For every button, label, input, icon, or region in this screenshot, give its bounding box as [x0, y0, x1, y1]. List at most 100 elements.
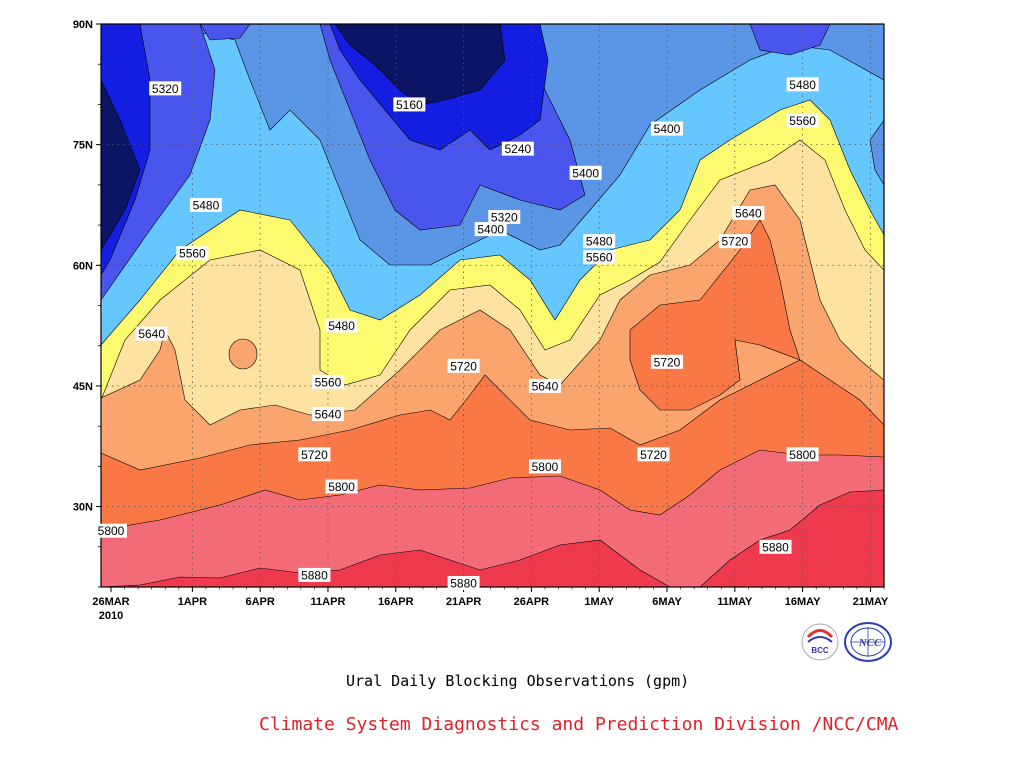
- chart-subtitle: Climate System Diagnostics and Predictio…: [259, 714, 899, 735]
- y-tick-label: 30N: [73, 502, 93, 514]
- closed-contour-5640-small: [228, 338, 258, 370]
- contour-label: 5160: [396, 98, 423, 112]
- y-tick-label: 90N: [73, 19, 93, 31]
- contour-label: 5640: [138, 327, 165, 341]
- contour-label: 5800: [98, 524, 125, 538]
- contour-label: 5880: [762, 540, 789, 554]
- y-tick-label: 75N: [73, 140, 93, 152]
- contour-label-bg: [325, 479, 358, 494]
- band-5320-5400-east: [869, 119, 884, 186]
- contour-label-bg: [786, 447, 819, 462]
- contour-label-bg: [528, 459, 561, 474]
- y-tick-label: 60N: [73, 260, 93, 272]
- x-tick-label: 11APR: [311, 596, 346, 608]
- x-tick-label: 21MAY: [853, 596, 889, 608]
- x-axis: 26MAR 1APR 6APR 11APR 16APR 21APR 26APR 1MAY 6MA…: [92, 587, 889, 622]
- contour-label: 5400: [572, 166, 599, 180]
- contour-label: 5800: [328, 480, 355, 494]
- contour-label-bg: [298, 447, 331, 462]
- y-axis: 30N 45N 60N 75N 90N: [73, 19, 101, 588]
- x-tick-label: 16MAY: [785, 596, 821, 608]
- x-tick-label: 1MAY: [584, 596, 614, 608]
- contour-label: 5560: [179, 247, 206, 261]
- contour-label: 5720: [654, 355, 681, 369]
- contour-label: 5720: [301, 448, 328, 462]
- contour-labels: 5160524053205320540054005400548054805480…: [95, 77, 819, 590]
- contour-label-bg: [447, 575, 480, 590]
- contour-label-bg: [583, 234, 616, 249]
- band-above-5880: [101, 539, 671, 587]
- x-tick-label: 21APR: [446, 596, 482, 608]
- x-tick-label: 6APR: [246, 596, 275, 608]
- contour-label: 5240: [504, 142, 531, 156]
- contour-label-bg: [569, 165, 602, 180]
- contour-label: 5400: [477, 223, 504, 237]
- contour-fill-layers: [101, 24, 884, 587]
- band-5800-5880: [101, 449, 884, 587]
- ncc-logo-text: NCC: [858, 637, 882, 649]
- contour-label-bg: [786, 77, 819, 92]
- contour-label: 5560: [586, 251, 613, 265]
- contour-label-bg: [298, 567, 331, 582]
- contour-label: 5720: [721, 235, 748, 249]
- band-below-5160-west: [101, 79, 141, 251]
- contour-label: 5640: [532, 379, 559, 393]
- contour-label-bg: [718, 234, 751, 249]
- contour-label-bg: [637, 447, 670, 462]
- bcc-logo: BCC: [801, 623, 839, 661]
- contour-label: 5480: [193, 198, 220, 212]
- band-5240-5320-ne: [749, 24, 831, 56]
- x-tick-label: 26MAR: [92, 596, 129, 608]
- ncc-logo: NCC: [844, 622, 892, 662]
- contour-label-bg: [95, 523, 127, 538]
- contour-label-bg: [651, 354, 684, 369]
- contour-label-bg: [325, 318, 358, 333]
- contour-label: 5800: [789, 448, 816, 462]
- contour-label-bg: [488, 210, 521, 225]
- contour-label-bg: [311, 374, 344, 389]
- contour-label: 5400: [654, 122, 681, 136]
- contour-label: 5480: [586, 235, 613, 249]
- contour-label: 5480: [328, 319, 355, 333]
- chart-title: Ural Daily Blocking Observations (gpm): [346, 672, 690, 690]
- contour-label: 5640: [315, 408, 342, 422]
- bcc-logo-text: BCC: [811, 646, 829, 655]
- contour-label-bg: [447, 358, 480, 373]
- x-tick-label: 11MAY: [717, 596, 753, 608]
- contour-label-bg: [135, 326, 168, 341]
- contour-label: 5880: [450, 576, 477, 590]
- y-tick-label: 45N: [73, 381, 93, 393]
- x-tick-label: 26APR: [514, 596, 550, 608]
- contour-label-bg: [732, 206, 765, 221]
- band-5240-5320-n: [199, 24, 251, 41]
- contour-label: 5720: [640, 448, 667, 462]
- contour-label: 5560: [315, 375, 342, 389]
- contour-label: 5800: [532, 460, 559, 474]
- contour-label: 5880: [301, 568, 328, 582]
- x-tick-label: 6MAY: [652, 596, 682, 608]
- contour-label: 5320: [152, 82, 179, 96]
- contour-label-bg: [474, 222, 507, 237]
- contour-label-bg: [393, 97, 426, 112]
- contour-label-bg: [651, 121, 684, 136]
- contour-label-bg: [501, 141, 534, 156]
- contour-label-bg: [583, 250, 616, 265]
- band-below-5160: [334, 24, 506, 106]
- contour-label-bg: [759, 539, 792, 554]
- contour-label: 5640: [735, 207, 762, 221]
- contour-label-bg: [528, 378, 561, 393]
- contour-label: 5320: [491, 211, 518, 225]
- contour-label: 5560: [789, 114, 816, 128]
- contour-label-bg: [176, 246, 209, 261]
- contour-label: 5720: [450, 359, 477, 373]
- band-above-5880-east: [699, 489, 884, 587]
- contour-label-bg: [189, 197, 222, 212]
- contour-label-bg: [311, 407, 344, 422]
- contour-label-bg: [786, 113, 819, 128]
- contour-label: 5480: [789, 78, 816, 92]
- contour-label-bg: [149, 81, 182, 96]
- x-year-label: 2010: [99, 610, 123, 622]
- x-tick-label: 16APR: [378, 596, 414, 608]
- x-tick-label: 1APR: [178, 596, 207, 608]
